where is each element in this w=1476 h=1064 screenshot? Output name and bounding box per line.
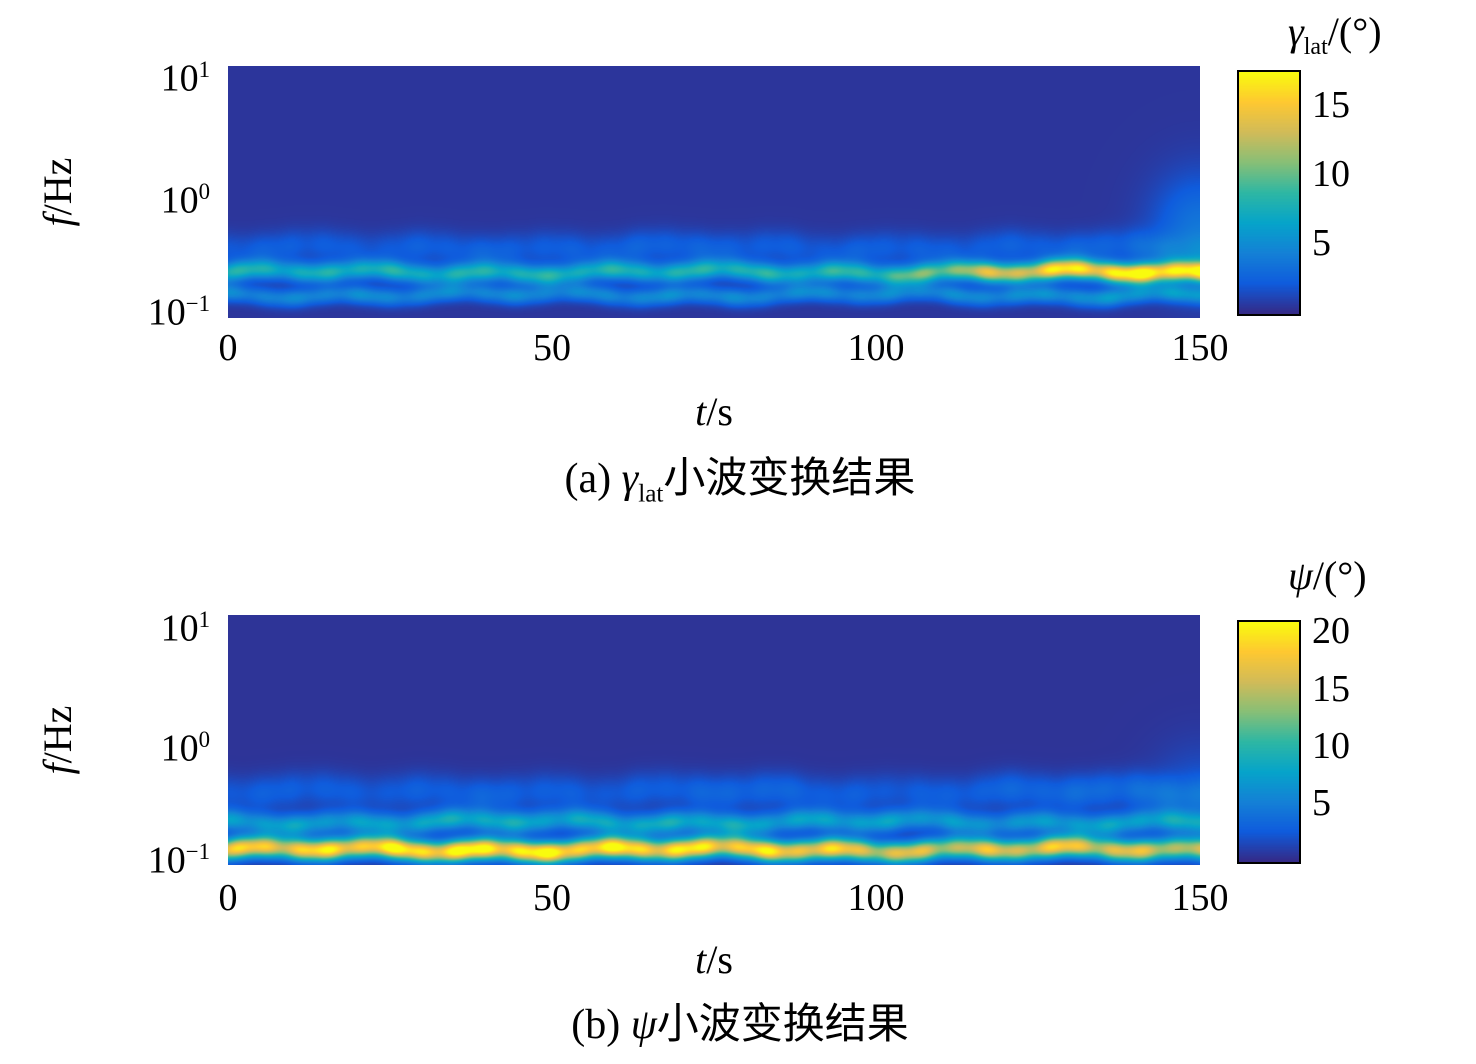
x-tick-a-150: 150 bbox=[1171, 327, 1229, 369]
x-axis-label-a: t/s bbox=[695, 389, 733, 434]
colorbar-tick-b-20: 20 bbox=[1312, 610, 1350, 652]
x-tick-b-50: 50 bbox=[533, 877, 571, 919]
y-tick-a-10e-1: 10−1 bbox=[147, 291, 210, 334]
colorbar-tick-a-5: 5 bbox=[1312, 222, 1331, 264]
caption-panel-a: (a) γlat小波变换结果 bbox=[564, 456, 916, 508]
colorbar-title-b: ψ/(°) bbox=[1288, 553, 1367, 598]
caption-panel-b: (b) ψ小波变换结果 bbox=[571, 1002, 909, 1048]
heatmap-panel-a bbox=[228, 66, 1200, 318]
colorbar-a bbox=[1237, 70, 1301, 316]
colorbar-tick-b-15: 15 bbox=[1312, 668, 1350, 710]
x-tick-b-100: 100 bbox=[847, 877, 905, 919]
y-tick-b-10e1: 101 bbox=[160, 607, 210, 650]
x-axis-label-b: t/s bbox=[695, 937, 733, 982]
x-tick-a-100: 100 bbox=[847, 327, 905, 369]
x-tick-b-0: 0 bbox=[218, 877, 238, 919]
colorbar-gradient-b bbox=[1239, 622, 1299, 862]
x-tick-a-50: 50 bbox=[533, 327, 571, 369]
y-tick-a-10e0: 100 bbox=[160, 179, 210, 222]
colorbar-title-a: γlat/(°) bbox=[1288, 9, 1382, 60]
y-tick-b-10e0: 100 bbox=[160, 727, 210, 770]
x-tick-b-150: 150 bbox=[1171, 877, 1229, 919]
colorbar-b bbox=[1237, 620, 1301, 864]
colorbar-tick-b-5: 5 bbox=[1312, 782, 1331, 824]
colorbar-tick-a-15: 15 bbox=[1312, 84, 1350, 126]
x-tick-a-0: 0 bbox=[218, 327, 238, 369]
colorbar-tick-a-10: 10 bbox=[1312, 153, 1350, 195]
colorbar-gradient-a bbox=[1239, 72, 1299, 314]
heatmap-panel-b bbox=[228, 615, 1200, 865]
y-tick-b-10e-1: 10−1 bbox=[147, 839, 210, 882]
y-tick-a-10e1: 101 bbox=[160, 57, 210, 100]
colorbar-tick-b-10: 10 bbox=[1312, 725, 1350, 767]
